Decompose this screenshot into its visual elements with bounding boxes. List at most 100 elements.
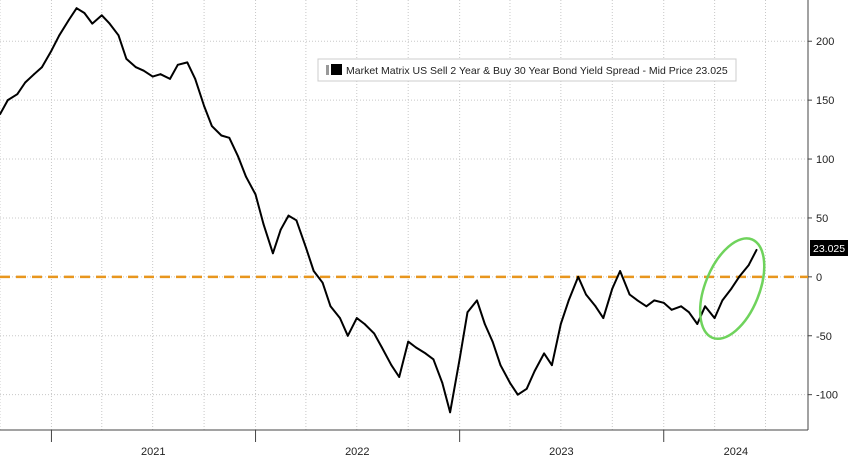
series-point (67, 19, 70, 21)
x-tick-label: 2022 (345, 446, 369, 458)
series-point (16, 93, 19, 96)
legend-square-icon (331, 64, 342, 75)
series-point (363, 323, 366, 325)
series-point (602, 317, 605, 319)
series-point (696, 323, 699, 325)
series-point (295, 219, 298, 222)
series-point (339, 317, 341, 319)
series-point (312, 270, 315, 272)
y-tick-label: 50 (816, 213, 828, 225)
series-point (476, 299, 478, 302)
series-point (619, 270, 621, 272)
highlight-layer (698, 237, 766, 341)
axis-frame (0, 0, 809, 442)
series-point (611, 287, 614, 290)
series-point (142, 69, 145, 72)
series-point (33, 73, 35, 76)
y-tick-label: -100 (816, 390, 838, 402)
series-point (151, 75, 154, 78)
series-point (254, 193, 257, 196)
series-point (713, 317, 716, 319)
series-point (346, 334, 349, 337)
series-point (577, 275, 580, 278)
series-point (237, 155, 240, 158)
series-point (108, 22, 111, 25)
y-tick-labels: 200 150 100 50 0 -50 -100 (816, 36, 838, 401)
last-price-badge: 23.025 (810, 240, 848, 256)
series-point (279, 228, 282, 231)
series-point (670, 308, 673, 311)
series-point (509, 382, 511, 384)
series-line (0, 7, 758, 414)
series-point (424, 352, 427, 355)
series-point (135, 66, 137, 69)
y-tick-label: 150 (816, 95, 834, 107)
series-point (24, 81, 27, 84)
series-point (117, 34, 120, 37)
y-tick-label: 100 (816, 154, 834, 166)
series-point (159, 73, 162, 76)
series-point (516, 393, 519, 396)
series-point (381, 346, 383, 349)
series-point (559, 323, 562, 325)
series-point (483, 323, 486, 325)
legend: Market Matrix US Sell 2 Year & Buy 30 Ye… (317, 58, 737, 82)
series-point (585, 293, 587, 296)
series-point (272, 252, 274, 255)
x-tick-label: 2021 (141, 446, 165, 458)
series-point (466, 311, 469, 314)
series-point (680, 305, 682, 308)
y-tick-label: -50 (816, 331, 832, 343)
y-tick-label: 0 (816, 272, 822, 284)
series-point (321, 281, 324, 284)
legend-box (317, 58, 737, 82)
last-price-badge-background (810, 240, 848, 256)
series-point (6, 99, 9, 101)
x-tick-label: 2023 (549, 446, 573, 458)
series-point (432, 358, 435, 361)
series-point (458, 358, 461, 361)
series-point (730, 287, 733, 290)
series-point (738, 275, 741, 278)
series-point (704, 305, 706, 308)
series-point (169, 78, 171, 80)
legend-square-icon (326, 65, 329, 75)
series-point (186, 61, 189, 64)
series-point (653, 299, 656, 302)
series-point (688, 311, 690, 314)
highlight-ellipse (698, 237, 766, 341)
series-point (262, 222, 265, 225)
series-point (228, 136, 231, 139)
series-point (721, 299, 724, 302)
series-point (491, 340, 494, 343)
series-point (567, 299, 570, 302)
series-point (305, 246, 307, 249)
series-point (543, 352, 545, 355)
series-point (176, 63, 179, 66)
series-point (755, 248, 758, 251)
series-point (83, 12, 86, 14)
last-price-label: 23.025 (813, 243, 845, 255)
series-point (398, 376, 401, 378)
x-tick-labels: 2021 2022 2023 2024 (141, 446, 748, 458)
series-point (203, 105, 206, 107)
series-point (373, 332, 375, 335)
series-point (407, 340, 410, 343)
series-point (645, 305, 648, 308)
series-point (594, 305, 597, 308)
series-point (220, 134, 223, 137)
series-point (287, 214, 290, 217)
series-point (628, 293, 631, 296)
series-point (551, 364, 553, 367)
series-point (125, 58, 128, 60)
legend-label: Market Matrix US Sell 2 Year & Buy 30 Ye… (346, 65, 728, 77)
x-tick-label: 2024 (724, 446, 748, 458)
horizontal-gridlines (0, 40, 812, 396)
series-point (662, 301, 665, 304)
y-tick-label: 200 (816, 36, 834, 48)
series-point (194, 78, 197, 80)
series-point (41, 66, 43, 69)
series-point (91, 22, 94, 25)
series-point (747, 264, 750, 266)
